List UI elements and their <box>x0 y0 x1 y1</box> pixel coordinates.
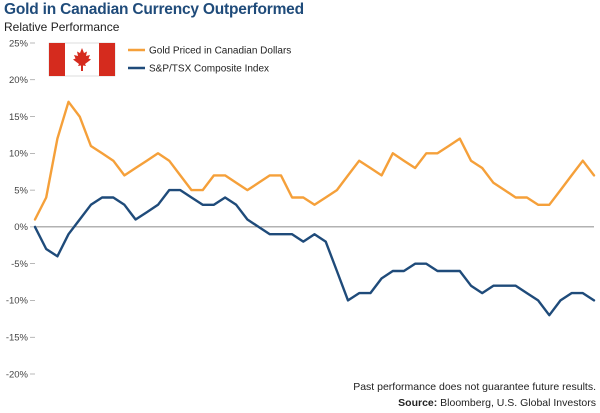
source-line: Source: Bloomberg, U.S. Global Investors <box>398 397 596 409</box>
y-tick-label: -5% <box>11 259 28 270</box>
y-tick-label: 20% <box>9 75 29 86</box>
y-tick-label: -15% <box>6 333 29 344</box>
source-label: Source: <box>398 397 438 409</box>
source-text: Bloomberg, U.S. Global Investors <box>440 397 596 409</box>
y-tick-label: 25% <box>9 38 29 49</box>
y-tick-label: -20% <box>6 369 29 380</box>
y-tick-label: 5% <box>14 185 28 196</box>
chart-legend: Gold Priced in Canadian Dollars S&P/TSX … <box>128 46 291 75</box>
series-layer <box>33 100 596 317</box>
page-title: Gold in Canadian Currency Outperformed <box>4 1 304 18</box>
disclaimer-text: Past performance does not guarantee futu… <box>353 381 596 393</box>
canada-flag-icon <box>48 42 116 77</box>
legend-label-tsx: S&P/TSX Composite Index <box>149 64 269 75</box>
legend-label-gold: Gold Priced in Canadian Dollars <box>149 46 291 57</box>
y-tick-label: -10% <box>6 296 29 307</box>
y-axis: 25% 20% 15% 10% 5% 0% -5% -10% -15% -20% <box>6 38 35 380</box>
series-line-gold-cad <box>33 100 596 221</box>
y-tick-label: 15% <box>9 112 29 123</box>
y-tick-label: 0% <box>14 222 28 233</box>
page-subtitle: Relative Performance <box>4 20 120 34</box>
y-tick-label: 10% <box>9 149 29 160</box>
series-line-sp-tsx <box>33 188 596 317</box>
